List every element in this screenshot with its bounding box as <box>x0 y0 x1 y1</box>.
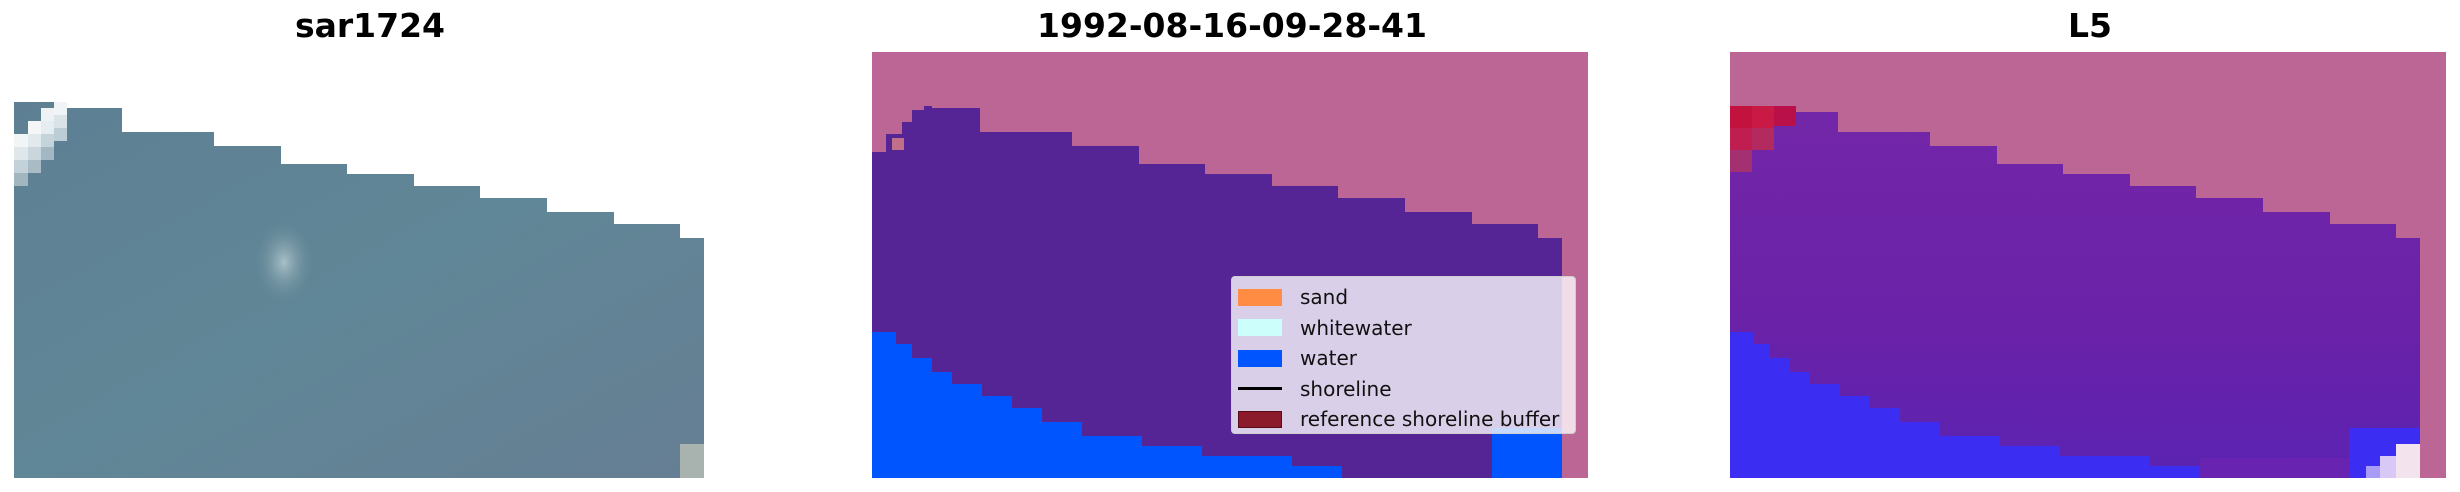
probability-sea-region <box>1730 106 2420 478</box>
bright-pixels-topleft <box>14 102 67 186</box>
water-probability-region <box>1730 332 2200 478</box>
probability-panel <box>1730 52 2446 478</box>
legend-label: sand <box>1300 285 1349 310</box>
whitewater-pixels-bottomright <box>2366 444 2420 478</box>
cyan-swatch-icon <box>1238 319 1282 337</box>
sea-patch-bottom <box>1342 458 1492 478</box>
legend-label: reference shoreline buffer <box>1300 407 1560 432</box>
panel-title-date: 1992-08-16-09-28-41 <box>1037 6 1427 45</box>
orange-swatch-icon <box>1238 288 1282 306</box>
legend-item-whitewater: whitewater <box>1238 313 1575 344</box>
legend-item-reference-shoreline-buffer: reference shoreline buffer <box>1238 404 1575 435</box>
water-region-right <box>1492 428 1562 478</box>
satellite-image-panel <box>14 102 704 478</box>
legend-label: water <box>1300 346 1357 371</box>
image-footprint <box>14 102 704 478</box>
legend-label: shoreline <box>1300 376 1392 401</box>
red-pixels-topleft <box>1730 106 1796 172</box>
legend-item-sand: sand <box>1238 282 1575 313</box>
bright-spot <box>254 220 314 304</box>
panel-title-l5: L5 <box>2068 6 2112 45</box>
bright-pixel-bottomright <box>680 444 704 478</box>
legend-item-water: water <box>1238 343 1575 374</box>
blue-swatch-icon <box>1238 349 1282 367</box>
legend: sand whitewater water shoreline referenc… <box>1231 276 1576 434</box>
water-region <box>872 332 1342 478</box>
sand-pixel <box>892 138 904 150</box>
probability-sea-bottom <box>2200 458 2350 478</box>
darkred-swatch-icon <box>1238 410 1282 428</box>
legend-label: whitewater <box>1300 315 1412 340</box>
panel-title-sar1724: sar1724 <box>294 6 446 45</box>
black-line-icon <box>1238 387 1282 391</box>
legend-item-shoreline: shoreline <box>1238 374 1575 405</box>
